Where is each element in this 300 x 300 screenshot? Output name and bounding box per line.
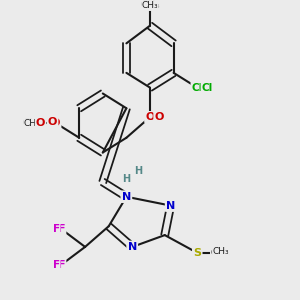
- Text: O: O: [145, 112, 155, 122]
- Text: O: O: [154, 112, 164, 122]
- Text: O: O: [36, 118, 45, 128]
- Text: CH₃: CH₃: [211, 248, 231, 258]
- Text: CH₃: CH₃: [140, 0, 160, 10]
- Text: CH₃: CH₃: [22, 118, 42, 128]
- Text: S: S: [193, 248, 201, 258]
- Text: Cl: Cl: [192, 82, 203, 93]
- Text: N: N: [166, 201, 175, 211]
- Text: N: N: [122, 192, 131, 202]
- Text: F: F: [53, 224, 60, 234]
- Text: H: H: [122, 174, 130, 184]
- Text: O: O: [48, 116, 57, 127]
- Text: N: N: [122, 192, 131, 202]
- Text: N: N: [128, 242, 137, 252]
- Text: N: N: [166, 201, 175, 211]
- Text: S: S: [193, 248, 201, 258]
- Text: H: H: [134, 166, 142, 176]
- Text: N: N: [128, 242, 137, 252]
- Text: F: F: [53, 260, 60, 270]
- Text: Cl: Cl: [202, 82, 213, 93]
- Text: CH₃: CH₃: [24, 118, 40, 127]
- Text: CH₃: CH₃: [212, 247, 229, 256]
- Text: O: O: [51, 118, 60, 128]
- Text: F: F: [58, 260, 65, 270]
- Text: F: F: [58, 224, 65, 234]
- Text: CH₃: CH₃: [142, 1, 158, 10]
